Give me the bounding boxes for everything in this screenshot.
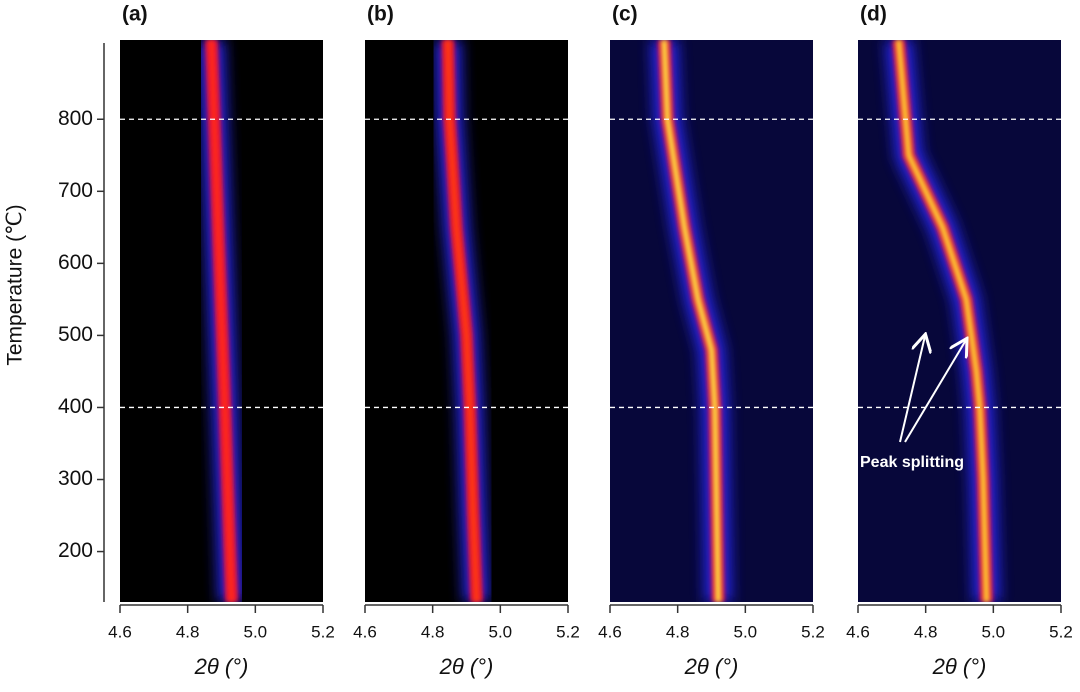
x-axis-label: 2θ (°) [194, 654, 249, 679]
x-axis-label: 2θ (°) [439, 654, 494, 679]
x-tick-label: 4.6 [846, 622, 870, 641]
y-tick-label: 800 [58, 107, 93, 130]
panels: (a) 4.6 4.8 5.0 5.2 2θ (°) 200 300 400 500 600 700 8… [4, 3, 1073, 679]
plot-area [198, 40, 245, 602]
y-tick-label: 600 [58, 251, 93, 274]
x-tick-label: 5.0 [244, 622, 268, 641]
x-tick-label: 5.2 [1049, 622, 1073, 641]
panel-title: (a) [122, 3, 148, 26]
panel: (d) 4.6 4.8 5.0 5.2 2θ (°) Peak splitting [846, 3, 1073, 679]
x-tick-label: 5.2 [801, 622, 825, 641]
x-axis-label: 2θ (°) [932, 654, 987, 679]
panel-title: (c) [612, 3, 638, 26]
panel: (a) 4.6 4.8 5.0 5.2 2θ (°) 200 300 400 500 600 700 8… [4, 3, 335, 679]
peak-line [895, 40, 990, 602]
x-tick-label: 5.0 [734, 622, 758, 641]
x-tick-label: 4.8 [666, 622, 690, 641]
x-tick-label: 4.6 [353, 622, 377, 641]
annotation-arrows [899, 336, 966, 443]
y-tick-label: 500 [58, 323, 93, 346]
y-tick-label: 400 [58, 395, 93, 418]
y-tick-label: 700 [58, 179, 93, 202]
arrow [899, 336, 925, 443]
x-tick-label: 5.2 [556, 622, 580, 641]
x-tick-label: 4.6 [598, 622, 622, 641]
x-tick-label: 4.6 [108, 622, 132, 641]
plot-area [885, 40, 1000, 602]
x-tick-label: 5.0 [489, 622, 513, 641]
arrow [904, 340, 966, 443]
panel: (c) 4.6 4.8 5.0 5.2 2θ (°) [598, 3, 825, 679]
x-tick-label: 5.0 [982, 622, 1006, 641]
panel-title: (b) [367, 3, 394, 26]
y-tick-label: 300 [58, 467, 93, 490]
x-tick-label: 4.8 [421, 622, 445, 641]
x-axis-label: 2θ (°) [684, 654, 739, 679]
x-tick-label: 5.2 [311, 622, 335, 641]
peak-line [208, 40, 235, 602]
x-tick-label: 4.8 [914, 622, 938, 641]
y-tick-label: 200 [58, 539, 93, 562]
annotation: Peak splitting [860, 454, 964, 471]
panel: (b) 4.6 4.8 5.0 5.2 2θ (°) [353, 3, 580, 679]
y-axis-label: Temperature (℃) [4, 204, 27, 365]
x-tick-label: 4.8 [176, 622, 200, 641]
panel-title: (d) [860, 3, 887, 26]
